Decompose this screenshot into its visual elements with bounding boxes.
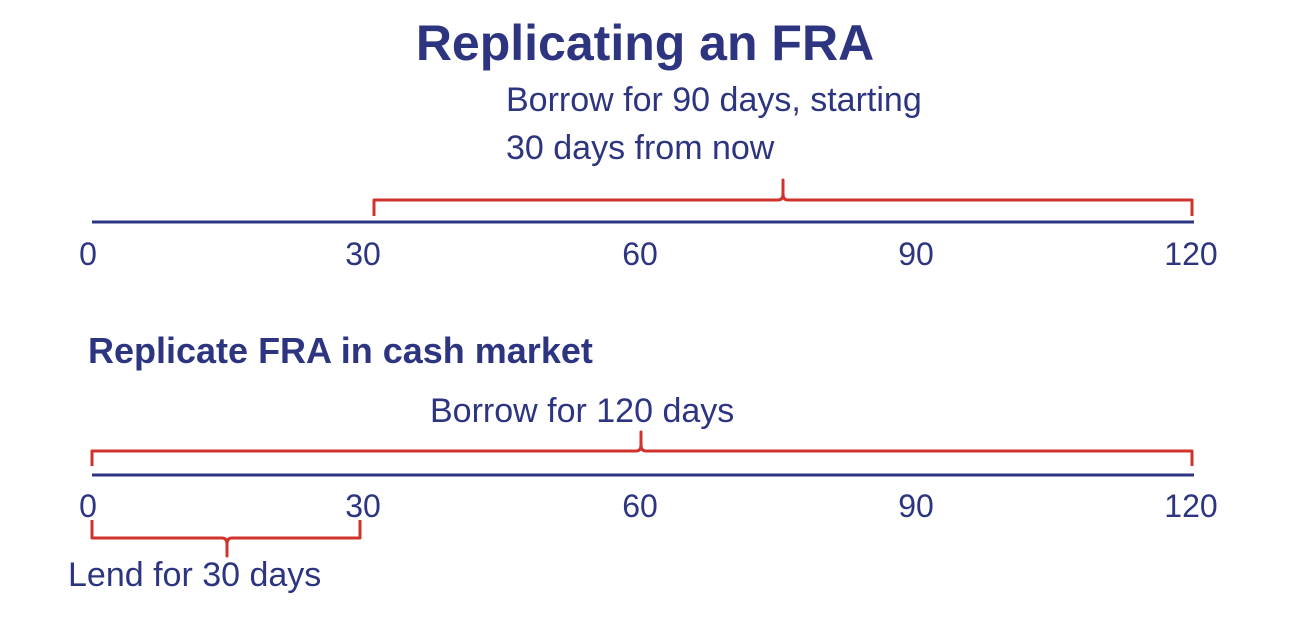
cash-market-heading: Replicate FRA in cash market xyxy=(88,330,593,371)
top-tick-label: 90 xyxy=(898,236,934,272)
top-caption-line2: 30 days from now xyxy=(506,129,775,167)
top-tick-label: 120 xyxy=(1164,236,1217,272)
top-tick-label: 60 xyxy=(622,236,658,272)
bottom-tick-label: 30 xyxy=(345,488,381,524)
top-tick-label: 30 xyxy=(345,236,381,272)
borrow-120-bracket xyxy=(90,430,1194,466)
borrow-120-caption: Borrow for 120 days xyxy=(430,392,735,430)
top-caption-line1: Borrow for 90 days, starting xyxy=(506,81,922,119)
bottom-tick-label: 90 xyxy=(898,488,934,524)
lend-30-bracket xyxy=(90,520,362,558)
slide-title: Replicating an FRA xyxy=(415,15,875,71)
bottom-tick-label: 120 xyxy=(1164,488,1217,524)
top-tick-label: 0 xyxy=(79,236,97,272)
bottom-tick-label: 60 xyxy=(622,488,658,524)
lend-30-caption: Lend for 30 days xyxy=(68,556,322,594)
top-borrow-90-bracket xyxy=(372,178,1194,216)
bottom-tick-label: 0 xyxy=(79,488,97,524)
